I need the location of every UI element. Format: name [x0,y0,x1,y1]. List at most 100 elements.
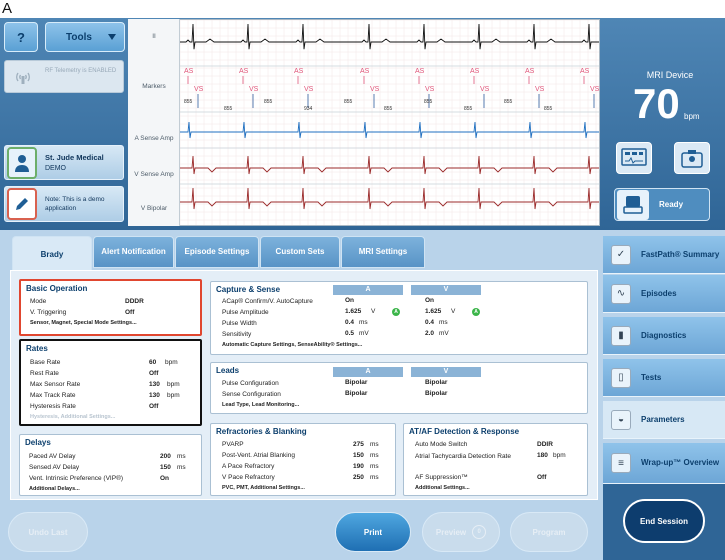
marker-vs: VS [249,86,259,93]
param-label: Hysteresis Rate [30,403,76,410]
device-icon [617,190,649,220]
param-value-a: 1.625 [345,308,362,315]
marker-as: AS [239,68,249,75]
tab-episode-settings[interactable]: Episode Settings [175,236,259,268]
section-title: Basic Operation [26,284,88,293]
note-card[interactable]: Note: This is a demo application [4,186,124,222]
sidebar-item-wrapup[interactable]: ≡ Wrap-up™ Overview [603,443,725,484]
param-unit: bpm [167,381,180,388]
sidebar-item-tests[interactable]: ▯ Tests [603,359,725,397]
tab-mri-settings[interactable]: MRI Settings [341,236,425,268]
tab-brady[interactable]: Brady [12,236,92,272]
settings-link[interactable]: Additional Delays... [29,486,80,492]
param-value: 150 [160,464,171,471]
param-value: 200 [160,453,171,460]
marker-as: AS [525,68,535,75]
program-button[interactable]: Program [510,512,588,552]
interval-label: 855 [264,99,273,105]
delays-section[interactable]: Delays Paced AV Delay 200 ms Sensed AV D… [19,434,202,496]
capture-sense-section[interactable]: Capture & Sense A V ACap® Confirm/V. Aut… [210,281,588,355]
preview-button[interactable]: Preview 0 [422,512,500,552]
manufacturer-card[interactable]: St. Jude Medical DEMO [4,145,124,180]
heart-rate-unit: bpm [684,112,700,121]
sidebar-item-episodes[interactable]: ∿ Episodes [603,275,725,313]
settings-link[interactable]: Additional Settings... [415,485,470,491]
pencil-icon [7,188,37,220]
tools-button[interactable]: Tools [45,22,125,52]
param-label: Pulse Width [222,320,257,327]
marker-vs: VS [425,86,435,93]
refractories-section[interactable]: Refractories & Blanking PVARP 275 ms Pos… [210,423,396,496]
settings-link[interactable]: Lead Type, Lead Monitoring... [222,402,300,408]
ataf-section[interactable]: AT/AF Detection & Response Auto Mode Swi… [403,423,588,496]
settings-link[interactable]: PVC, PMT, Additional Settings... [222,485,305,491]
param-value: 190 [353,463,364,470]
column-header-a: A [333,367,403,377]
heart-rate-value: 70 [633,80,680,127]
settings-link[interactable]: Sensor, Magnet, Special Mode Settings... [30,320,137,326]
help-label: ? [17,29,25,45]
device-monitor-button[interactable] [616,142,652,174]
end-session-button[interactable]: End Session [623,499,705,543]
settings-link[interactable]: Hysteresis, Additional Settings... [30,414,116,420]
section-title: Leads [216,366,240,375]
param-label: V. Triggering [30,309,67,316]
tab-custom-sets[interactable]: Custom Sets [260,236,340,268]
section-title: AT/AF Detection & Response [409,427,520,436]
param-label: PVARP [222,441,244,448]
param-value: 130 [149,381,160,388]
ecg-trace-labels: II Markers A Sense Amp V Sense Amp V Bip… [128,19,180,226]
patient-icon [7,147,37,179]
list-icon: ≡ [611,453,631,473]
param-unit: ms [370,441,379,448]
settings-link[interactable]: Automatic Capture Settings, SenseAbility… [222,342,363,348]
param-unit: ms [370,452,379,459]
camera-icon [681,150,703,168]
marker-as: AS [294,68,304,75]
print-button[interactable]: Print [335,512,411,552]
interval-label: 934 [304,106,313,112]
param-value-a: Bipolar [345,379,368,386]
param-label: A Pace Refractory [222,463,275,470]
param-value-v: Bipolar [425,390,448,397]
param-label: AF Suppression™ [415,474,468,481]
interval-label: 855 [384,106,393,112]
param-value: DDDR [125,298,144,305]
section-title: Rates [26,344,48,353]
param-value: Off [149,370,159,377]
tab-alert-notification[interactable]: Alert Notification [93,236,174,268]
clipboard-icon: ▯ [611,367,631,388]
param-value: 180 [537,452,548,459]
param-label: Max Track Rate [30,392,76,399]
param-value: 130 [149,392,160,399]
sidebar-item-diagnostics[interactable]: ▮ Diagnostics [603,317,725,355]
device-camera-button[interactable] [674,142,710,174]
param-unit: ms [177,453,186,460]
param-value-v: 1.625 [425,308,442,315]
ecg-trace [180,155,599,175]
param-unit: bpm [167,392,180,399]
rates-section[interactable]: Rates Base Rate 60 bpm Rest Rate Off Max… [19,339,202,426]
device-icon: ◒ [611,409,631,430]
leads-section[interactable]: Leads A V Pulse Configuration Bipolar Bi… [210,362,588,414]
interval-label: 855 [184,99,193,105]
marker-vs: VS [480,86,490,93]
rf-telemetry-status: RF Telemetry is ENABLED [4,60,124,93]
param-unit: V [371,308,376,315]
basic-operation-section[interactable]: Basic Operation Mode DDDR V. Triggering … [19,279,202,336]
trace-label-markers: Markers [142,83,166,90]
help-button[interactable]: ? [4,22,38,52]
section-title: Capture & Sense [216,285,281,294]
undo-last-button[interactable]: Undo Last [8,512,88,552]
sidebar-item-parameters[interactable]: ◒ Parameters [603,401,725,439]
param-label: Auto Mode Switch [415,441,468,448]
param-label: Vent. Intrinsic Preference (VIP®) [29,475,124,482]
device-status: Ready [614,188,710,221]
param-value: Off [149,403,159,410]
param-label: Sensitivity [222,331,252,338]
tab-brady-label: Brady [40,249,64,259]
section-title: Refractories & Blanking [216,427,307,436]
autocapture-badge-icon: A [472,308,480,316]
sidebar-item-fastpath[interactable]: ✓ FastPath® Summary [603,236,725,274]
ecg-trace [180,121,599,139]
